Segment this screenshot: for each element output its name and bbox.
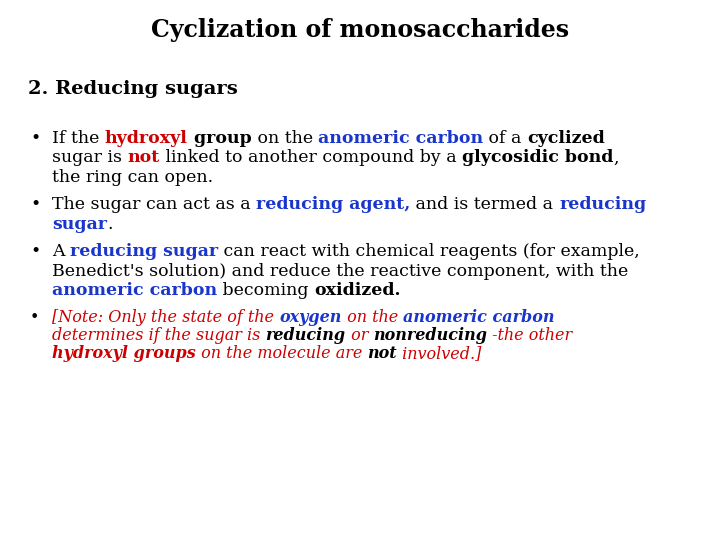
Text: anomeric carbon: anomeric carbon [403, 309, 554, 326]
Text: reducing agent,: reducing agent, [256, 196, 410, 213]
Text: or: or [346, 327, 373, 344]
Text: glycosidic bond: glycosidic bond [462, 150, 613, 166]
Text: .: . [107, 215, 112, 233]
Text: reducing sugar: reducing sugar [70, 243, 218, 260]
Text: anomeric carbon: anomeric carbon [52, 282, 217, 299]
Text: ,: , [613, 150, 618, 166]
Text: •: • [30, 243, 40, 260]
Text: Benedict's solution) and reduce the reactive component, with the: Benedict's solution) and reduce the reac… [52, 262, 629, 280]
Text: •: • [30, 196, 40, 213]
Text: If the: If the [52, 130, 105, 147]
Text: [Note: Only the state of the: [Note: Only the state of the [52, 309, 279, 326]
Text: on the: on the [341, 309, 403, 326]
Text: not: not [127, 150, 160, 166]
Text: involved.]: involved.] [397, 345, 481, 362]
Text: and is termed a: and is termed a [410, 196, 559, 213]
Text: hydroxyl groups: hydroxyl groups [52, 345, 196, 362]
Text: oxidized.: oxidized. [314, 282, 400, 299]
Text: on the: on the [251, 130, 318, 147]
Text: becoming: becoming [217, 282, 314, 299]
Text: •: • [30, 130, 40, 147]
Text: reducing: reducing [266, 327, 346, 344]
Text: anomeric carbon: anomeric carbon [318, 130, 483, 147]
Text: A: A [52, 243, 70, 260]
Text: Cyclization of monosaccharides: Cyclization of monosaccharides [151, 18, 569, 42]
Text: of a: of a [483, 130, 527, 147]
Text: sugar: sugar [52, 215, 107, 233]
Text: oxygen: oxygen [279, 309, 341, 326]
Text: nonreducing: nonreducing [373, 327, 487, 344]
Text: group: group [188, 130, 251, 147]
Text: the ring can open.: the ring can open. [52, 168, 213, 186]
Text: can react with chemical reagents (for example,: can react with chemical reagents (for ex… [218, 243, 640, 260]
Text: reducing: reducing [559, 196, 646, 213]
Text: 2. Reducing sugars: 2. Reducing sugars [28, 80, 238, 98]
Text: sugar is: sugar is [52, 150, 127, 166]
Text: determines if the sugar is: determines if the sugar is [52, 327, 266, 344]
Text: cyclized: cyclized [527, 130, 605, 147]
Text: not: not [367, 345, 397, 362]
Text: The sugar can act as a: The sugar can act as a [52, 196, 256, 213]
Text: hydroxyl: hydroxyl [105, 130, 188, 147]
Text: •: • [30, 309, 40, 326]
Text: linked to another compound by a: linked to another compound by a [160, 150, 462, 166]
Text: on the molecule are: on the molecule are [196, 345, 367, 362]
Text: -the other: -the other [487, 327, 572, 344]
